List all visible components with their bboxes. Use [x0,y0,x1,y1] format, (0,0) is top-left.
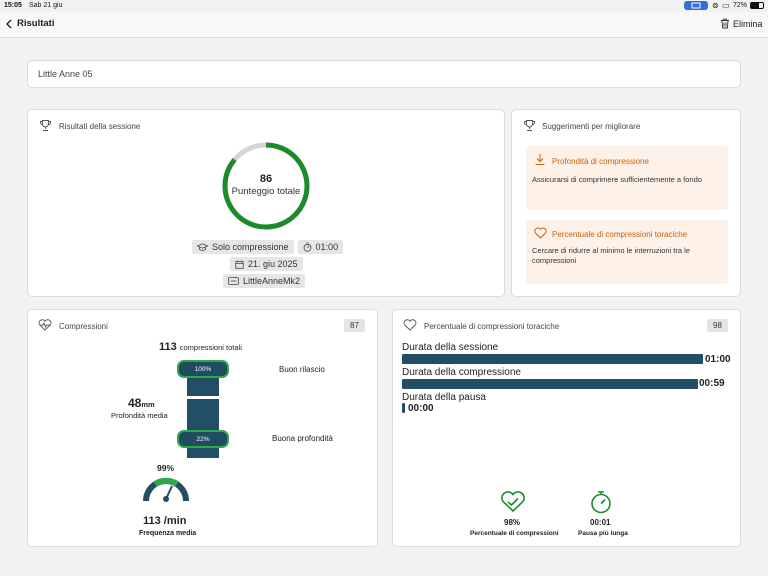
ccf-percent-value: 98% [504,518,521,527]
manikin-icon [228,277,239,285]
session-name-field[interactable]: Little Anne 05 [27,60,741,88]
graduation-cap-icon [197,242,208,251]
rate-label: Frequenza media [139,530,197,537]
score-value: 86 [259,173,273,185]
total-compressions-value: 113 [159,341,177,353]
card-title: Risultati della sessione [59,122,141,131]
date-chip: 21. giu 2025 [230,257,303,271]
device-label: LittleAnneMk2 [243,276,301,286]
device-chip: LittleAnneMk2 [223,274,306,288]
arrow-down-icon [535,154,545,165]
compression-duration-bar [402,379,698,389]
mode-chip: Solo compressione [192,240,294,254]
ccf-score-badge: 98 [707,319,728,332]
wifi-icon: ⊚ [712,1,719,10]
trash-icon [721,18,729,29]
device-row: LittleAnneMk2 [223,274,306,288]
depth-target-line [187,396,219,399]
heart-icon [403,319,417,331]
trophy-icon [524,120,535,131]
card-title: Compressioni [59,322,108,331]
session-results-card: Risultati della sessione 86 Punteggio to… [27,109,505,297]
stopwatch-icon [303,242,311,252]
session-meta-row: Solo compressione 01:00 [192,240,344,254]
average-depth: 48 mm [128,396,155,410]
total-compressions-label: compressioni totali [179,343,242,352]
longest-pause-label: Pausa più lunga [578,530,628,537]
rate-percent: 99% [157,463,175,473]
improvement-tips-card: Suggerimenti per migliorare Profondità d… [511,109,741,297]
score-label: Punteggio totale [231,186,301,197]
tip-text: Assicurarsi di comprimere sufficientemen… [532,175,702,184]
compression-duration-label: Durata della compressione [402,367,521,378]
tip-title: Percentuale di compressioni toraciche [552,230,688,239]
depth-pill: 22% [177,430,229,448]
depth-value: 48 [128,396,142,410]
chevron-left-icon [6,19,12,28]
depth-unit: mm [141,400,155,409]
status-time: 15:05 [4,2,22,9]
pause-duration-label: Durata della pausa [402,392,486,403]
session-duration-label: Durata della sessione [402,342,499,353]
ccf-card: Percentuale di compressioni toraciche 98… [392,309,741,547]
duration-label: 01:00 [315,242,339,252]
battery-percent: 72% [733,2,748,9]
tip-text: Cercare di ridurre al minimo le interruz… [532,246,690,265]
heart-pulse-icon [38,319,52,331]
heart-check-icon [501,491,525,513]
duration-chip: 01:00 [297,240,344,254]
depth-label: Profondità media [111,411,168,420]
calendar-icon [235,260,244,269]
tip-depth: Profondità di compressione Assicurarsi d… [526,146,728,210]
card-title: Suggerimenti per migliorare [542,122,641,131]
mode-label: Solo compressione [212,242,289,252]
tip-title: Profondità di compressione [552,157,649,166]
total-compressions: 113 compressioni totali [159,341,242,353]
session-duration-value: 01:00 [705,354,731,365]
compression-duration-value: 00:59 [699,378,725,389]
card-title: Percentuale di compressioni toraciche [424,322,560,331]
trophy-icon [40,120,51,131]
delete-label: Elimina [733,18,763,29]
release-pill: 100% [177,360,229,378]
score-gauge [222,142,310,230]
delete-button[interactable]: Elimina [720,18,763,29]
depth-good-label: Buona profondità [272,434,333,443]
pause-duration-bar [402,403,405,413]
stopwatch-icon [591,491,611,514]
status-date: Sab 21 giu [29,2,63,9]
heart-icon [534,227,547,239]
pause-duration-value: 00:00 [408,403,434,414]
back-button[interactable]: Risultati [5,18,54,29]
release-label: Buon rilascio [279,365,325,374]
battery-icon [750,2,764,9]
orientation-lock-icon: ▭ [722,1,730,10]
date-label: 21. giu 2025 [248,259,298,269]
ccf-percent-label: Percentuale di compressioni [470,530,559,537]
longest-pause-value: 00:01 [590,518,611,527]
back-label: Risultati [17,18,55,29]
session-duration-bar [402,354,703,364]
status-bar: 15:05 Sab 21 giu ⊚ ▭ 72% [0,0,768,12]
nav-bar: Risultati Elimina [0,12,768,38]
compressions-score-badge: 87 [344,319,365,332]
rate-value: 113 /min [143,515,187,527]
rate-gauge-icon [143,477,189,502]
screen-mirroring-icon [684,1,708,10]
compressions-card: Compressioni 87 113 compressioni totali … [27,309,378,547]
date-row: 21. giu 2025 [230,257,303,271]
tip-ccf: Percentuale di compressioni toraciche Ce… [526,220,728,284]
